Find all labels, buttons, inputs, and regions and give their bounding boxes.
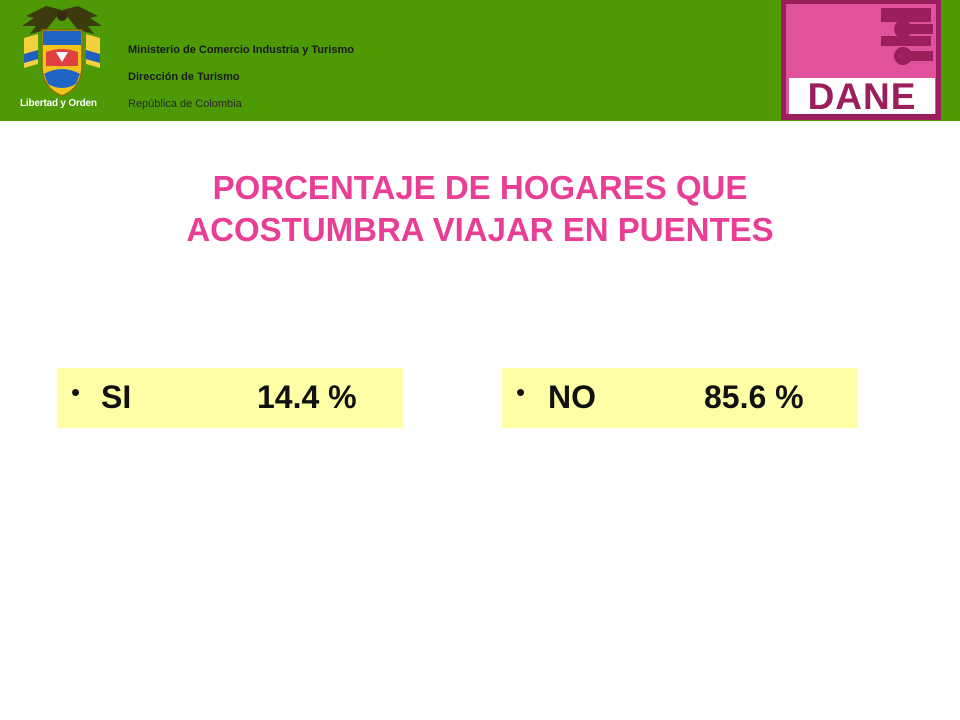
dane-logo-text: DANE [808,76,917,117]
result-box-si: • SI 14.4 % [57,368,403,428]
dane-logo: DANE [781,0,941,120]
bullet-icon: • [71,377,81,407]
coat-of-arms-icon [16,4,108,116]
crest-motto: Libertad y Orden [20,98,97,109]
header-bar: Libertad y Orden Ministerio de Comercio … [0,0,960,121]
ministry-info: Ministerio de Comercio Industria y Turis… [128,44,354,125]
result-label: SI [101,379,132,415]
result-value: 85.6 % [704,379,804,415]
result-box-no: • NO 85.6 % [502,368,858,428]
department-name: Dirección de Turismo [128,71,240,83]
title-line-1: PORCENTAJE DE HOGARES QUE [212,169,748,206]
page-title: PORCENTAJE DE HOGARES QUE ACOSTUMBRA VIA… [0,167,960,251]
country-name: República de Colombia [128,98,242,110]
bullet-icon: • [516,377,526,407]
ministry-name: Ministerio de Comercio Industria y Turis… [128,44,354,56]
result-label: NO [548,379,596,415]
title-line-2: ACOSTUMBRA VIAJAR EN PUENTES [186,211,774,248]
result-value: 14.4 % [257,379,357,415]
